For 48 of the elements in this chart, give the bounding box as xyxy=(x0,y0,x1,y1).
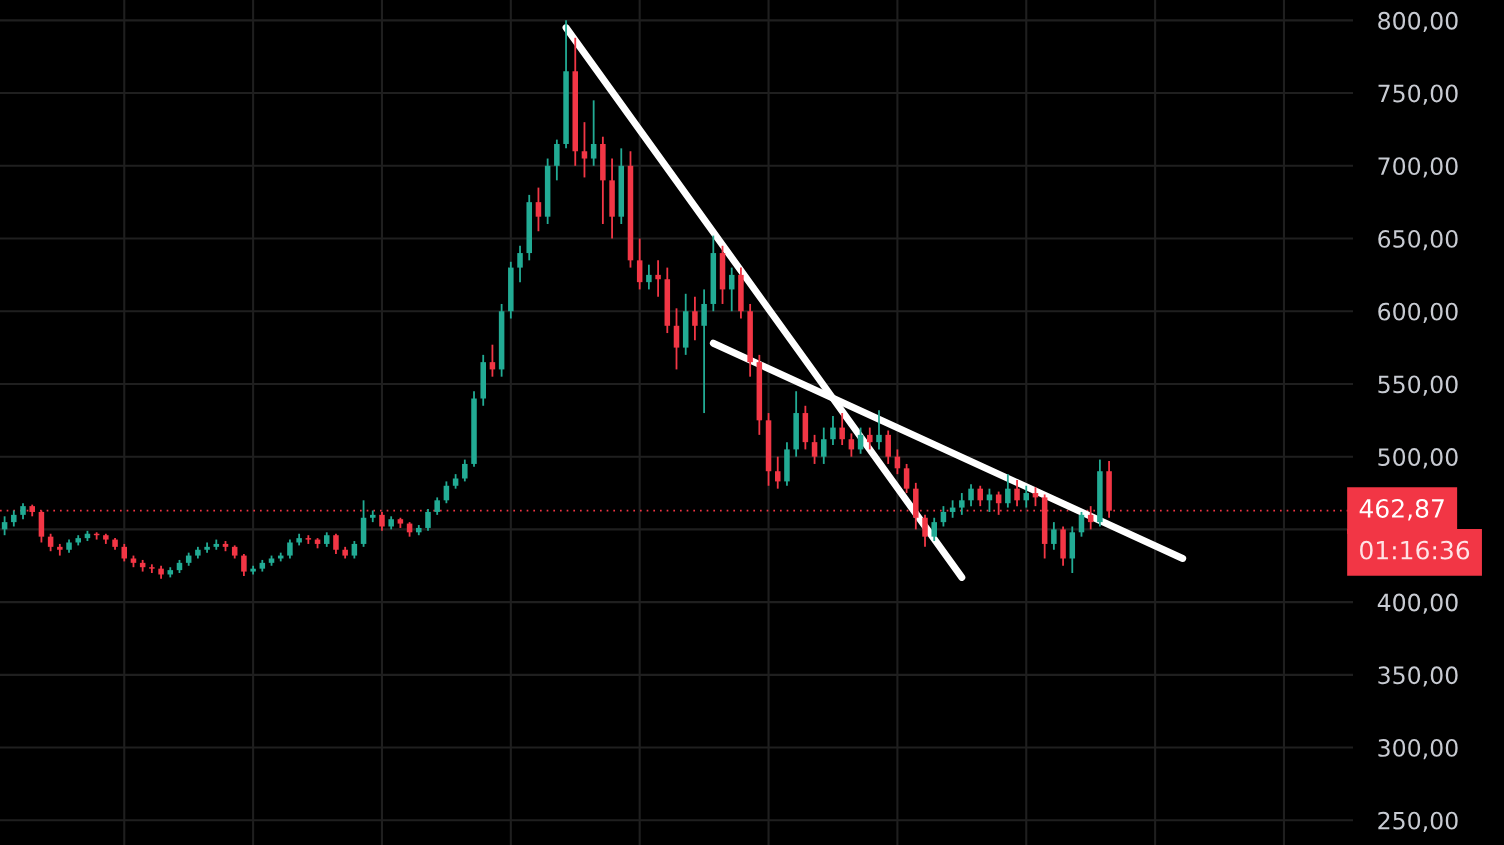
candlestick xyxy=(590,99,597,167)
candlestick xyxy=(1014,479,1020,508)
ref-line-label: 462,87 xyxy=(1359,499,1444,521)
candlestick xyxy=(241,553,247,577)
candlestick xyxy=(673,307,680,371)
candlestick xyxy=(554,138,560,182)
y-tick-label: 700,00 xyxy=(1378,157,1458,178)
candlestick xyxy=(876,409,882,451)
candlestick xyxy=(931,516,937,542)
candlestick xyxy=(959,492,965,516)
text: 01:16:36 xyxy=(1360,540,1470,560)
candlestick xyxy=(692,295,698,342)
candlestick xyxy=(1051,521,1057,551)
y-tick-label: 400,00 xyxy=(1377,593,1458,614)
candlestick xyxy=(1005,473,1011,509)
candlestick xyxy=(830,415,836,446)
candlestick xyxy=(636,237,643,291)
candlestick xyxy=(774,455,781,490)
candlestick xyxy=(287,538,293,560)
candlestick xyxy=(535,186,542,233)
candlestick xyxy=(655,259,661,298)
candlestick xyxy=(839,412,845,446)
y-tick-label: 350,00 xyxy=(1378,666,1458,687)
candlestick xyxy=(517,244,523,284)
candlestick xyxy=(986,487,993,513)
candlestick xyxy=(462,458,468,483)
y-tick-label: 600,00 xyxy=(1378,302,1458,323)
candlestick xyxy=(811,433,818,465)
y-tick-label: 250,00 xyxy=(1378,811,1458,832)
candlestick xyxy=(903,463,910,494)
candlestick xyxy=(977,484,983,508)
candlestick xyxy=(425,508,431,532)
candlestick xyxy=(646,263,652,291)
y-tick-label: 550,00 xyxy=(1378,375,1458,396)
y-tick-label: 300,00 xyxy=(1378,739,1458,760)
y-tick-label: 750,00 xyxy=(1378,84,1458,105)
candlestick xyxy=(1023,484,1030,509)
candlestick xyxy=(821,426,827,465)
candlestick xyxy=(581,121,588,179)
candlestick xyxy=(922,513,928,548)
candlestick xyxy=(701,288,707,414)
y-tick-label: 500,00 xyxy=(1378,448,1458,469)
candlestick xyxy=(885,429,891,465)
candlestick xyxy=(333,532,339,556)
y-tick-label: 800,00 xyxy=(1378,11,1458,33)
candlestick xyxy=(867,426,873,451)
y-tick-label: 650,00 xyxy=(1378,229,1458,251)
candlestick xyxy=(968,483,974,508)
